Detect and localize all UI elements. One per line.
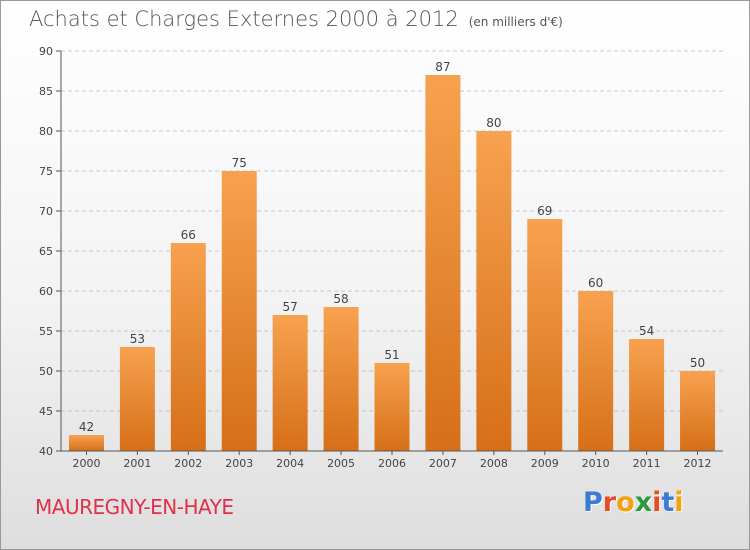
- commune-name: MAUREGNY-EN-HAYE: [35, 495, 234, 519]
- x-tick-label-2011: 2011: [633, 457, 661, 470]
- chart-title-text: Achats et Charges Externes 2000 à 2012: [29, 7, 459, 31]
- data-labels: 42 53 66 75 57 58 51 87 80 69 60 54 50: [79, 60, 705, 434]
- proxiti-logo[interactable]: Proxiti: [583, 487, 684, 518]
- bar-2007: [425, 75, 461, 451]
- bar-2010: [578, 291, 614, 451]
- logo-letter: t: [661, 487, 675, 518]
- x-tick-label-2003: 2003: [225, 457, 253, 470]
- x-tick-label-2010: 2010: [582, 457, 610, 470]
- logo-letter: o: [616, 487, 635, 518]
- y-tick-label: 80: [39, 125, 53, 138]
- x-tick-label-2004: 2004: [276, 457, 304, 470]
- data-label-2000: 42: [79, 420, 94, 434]
- x-tick-label-2008: 2008: [480, 457, 508, 470]
- data-label-2011: 54: [639, 324, 654, 338]
- bar-2009: [527, 219, 563, 451]
- data-label-2003: 75: [232, 156, 247, 170]
- data-label-2010: 60: [588, 276, 603, 290]
- y-tick-label: 90: [39, 45, 53, 58]
- y-tick-label: 55: [39, 325, 53, 338]
- bar-2000: [68, 435, 104, 451]
- x-tick-label-2000: 2000: [72, 457, 100, 470]
- data-label-2007: 87: [435, 60, 450, 74]
- x-tick-label-2007: 2007: [429, 457, 457, 470]
- bar-2004: [272, 315, 308, 451]
- logo-letter: r: [602, 487, 617, 518]
- bar-2012: [680, 371, 716, 451]
- data-label-2009: 69: [537, 204, 552, 218]
- data-label-2002: 66: [181, 228, 196, 242]
- y-tick-label: 60: [39, 285, 53, 298]
- bar-2005: [323, 307, 359, 451]
- x-tick-label-2002: 2002: [174, 457, 202, 470]
- y-tick-label: 75: [39, 165, 53, 178]
- data-label-2001: 53: [130, 332, 145, 346]
- x-axis-tick-labels: 2000 2001 2002 2003 2004 2005 2006 2007 2008 2009…: [72, 451, 712, 470]
- y-tick-label: 70: [39, 205, 53, 218]
- chart-title: Achats et Charges Externes 2000 à 2012 (e…: [29, 7, 563, 31]
- bar-2002: [170, 243, 206, 451]
- logo-letter: P: [583, 487, 603, 518]
- y-tick-label: 50: [39, 365, 53, 378]
- y-tick-label: 65: [39, 245, 53, 258]
- bar-2008: [476, 131, 512, 451]
- axes: [60, 51, 723, 452]
- bar-2006: [374, 363, 410, 451]
- bars: [68, 75, 716, 451]
- x-tick-label-2012: 2012: [684, 457, 712, 470]
- data-label-2005: 58: [333, 292, 348, 306]
- data-label-2012: 50: [690, 356, 705, 370]
- logo-letter: i: [674, 487, 684, 518]
- y-tick-label: 40: [39, 445, 53, 458]
- data-label-2008: 80: [486, 116, 501, 130]
- x-tick-label-2005: 2005: [327, 457, 355, 470]
- bar-2003: [221, 171, 257, 451]
- bar-2011: [629, 339, 665, 451]
- chart-subtitle: (en milliers d'€): [468, 15, 563, 29]
- data-label-2004: 57: [283, 300, 298, 314]
- x-tick-label-2001: 2001: [123, 457, 151, 470]
- logo-letter: i: [652, 487, 662, 518]
- logo-letter: x: [634, 487, 653, 518]
- x-tick-label-2009: 2009: [531, 457, 559, 470]
- y-axis-tick-labels: 40 45 50 55 60 65 70 75 80 85 90: [39, 45, 61, 458]
- data-label-2006: 51: [384, 348, 399, 362]
- x-tick-label-2006: 2006: [378, 457, 406, 470]
- y-tick-label: 85: [39, 85, 53, 98]
- y-tick-label: 45: [39, 405, 53, 418]
- bar-2001: [119, 347, 155, 451]
